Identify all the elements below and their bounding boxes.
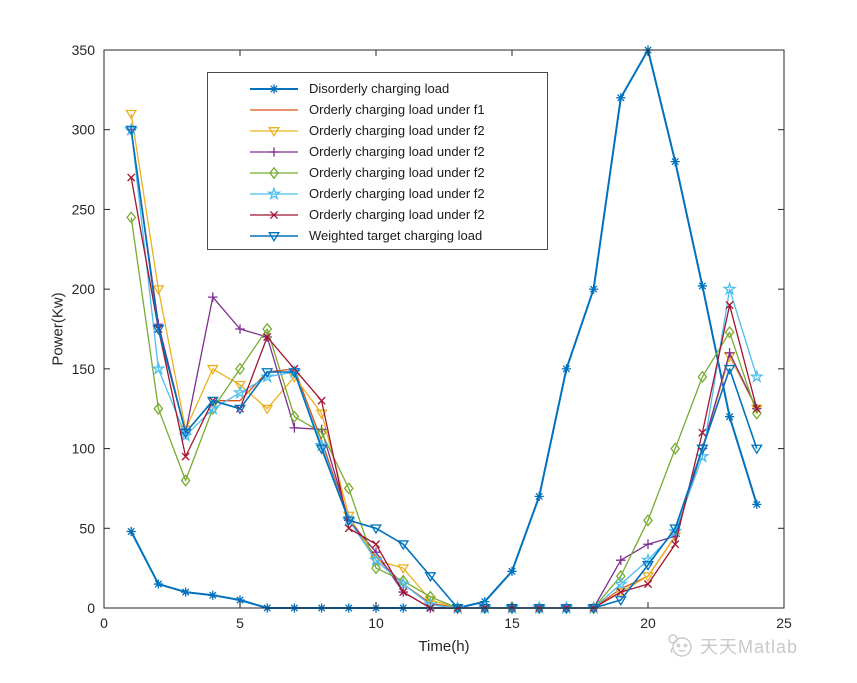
legend-item-label: Orderly charging load under f2 bbox=[309, 123, 485, 138]
series-4 bbox=[126, 211, 762, 615]
legend-item-label: Orderly charging load under f2 bbox=[309, 144, 485, 159]
legend: Disorderly charging load Orderly charging… bbox=[207, 72, 548, 250]
watermark-logo-icon bbox=[668, 634, 692, 657]
y-tick-label: 250 bbox=[72, 201, 96, 217]
legend-swatch-triangle-down bbox=[250, 126, 298, 137]
legend-swatch-star bbox=[250, 185, 298, 200]
ticks bbox=[103, 49, 785, 609]
legend-item: Orderly charging load under f2 bbox=[208, 141, 547, 162]
legend-swatch-plus bbox=[250, 146, 298, 157]
legend-item: Orderly charging load under f2 bbox=[208, 183, 547, 204]
x-tick-label: 20 bbox=[640, 615, 656, 631]
series-7 bbox=[125, 125, 763, 614]
plot-box bbox=[103, 49, 785, 609]
x-tick-label: 25 bbox=[776, 615, 792, 631]
legend-item: Orderly charging load under f1 bbox=[208, 99, 547, 120]
y-tick-label: 100 bbox=[72, 441, 96, 457]
series-line-5 bbox=[130, 129, 758, 609]
y-axis-label: Power(Kw) bbox=[49, 292, 67, 366]
x-axis-label: Time(h) bbox=[418, 638, 470, 655]
legend-swatch-line bbox=[250, 108, 298, 111]
legend-item: Weighted target charging load bbox=[208, 225, 547, 246]
y-tick-label: 350 bbox=[72, 42, 96, 58]
legend-swatch-triangle-down bbox=[250, 231, 298, 242]
legend-item-label: Orderly charging load under f2 bbox=[309, 207, 485, 222]
x-tick-label: 10 bbox=[368, 615, 384, 631]
y-tick-label: 300 bbox=[72, 122, 96, 138]
x-tick-label: 15 bbox=[504, 615, 520, 631]
legend-swatch-diamond bbox=[250, 166, 298, 179]
series-line-4 bbox=[130, 217, 758, 609]
y-tick-label: 200 bbox=[72, 281, 96, 297]
watermark: 天天Matlab bbox=[666, 632, 798, 660]
watermark-text: 天天Matlab bbox=[700, 637, 799, 657]
y-tick-label: 50 bbox=[79, 520, 95, 536]
series-markers-7 bbox=[125, 125, 763, 614]
x-tick-label: 5 bbox=[236, 615, 244, 631]
legend-item: Orderly charging load under f2 bbox=[208, 120, 547, 141]
legend-item: Orderly charging load under f2 bbox=[208, 204, 547, 225]
y-tick-label: 150 bbox=[72, 361, 96, 377]
legend-item-label: Orderly charging load under f2 bbox=[309, 165, 485, 180]
legend-item-label: Orderly charging load under f2 bbox=[309, 186, 485, 201]
legend-swatch-asterisk bbox=[250, 83, 298, 94]
series-markers-4 bbox=[126, 211, 762, 615]
x-tick-label: 0 bbox=[100, 615, 108, 631]
legend-item-label: Disorderly charging load bbox=[309, 81, 450, 96]
legend-item-label: Weighted target charging load bbox=[309, 228, 483, 243]
legend-item-label: Orderly charging load under f1 bbox=[309, 102, 485, 117]
legend-item: Disorderly charging load bbox=[208, 78, 547, 99]
legend-swatch-x bbox=[250, 210, 298, 219]
series-line-7 bbox=[130, 129, 758, 609]
legend-item: Orderly charging load under f2 bbox=[208, 162, 547, 183]
y-tick-label: 0 bbox=[87, 600, 95, 616]
